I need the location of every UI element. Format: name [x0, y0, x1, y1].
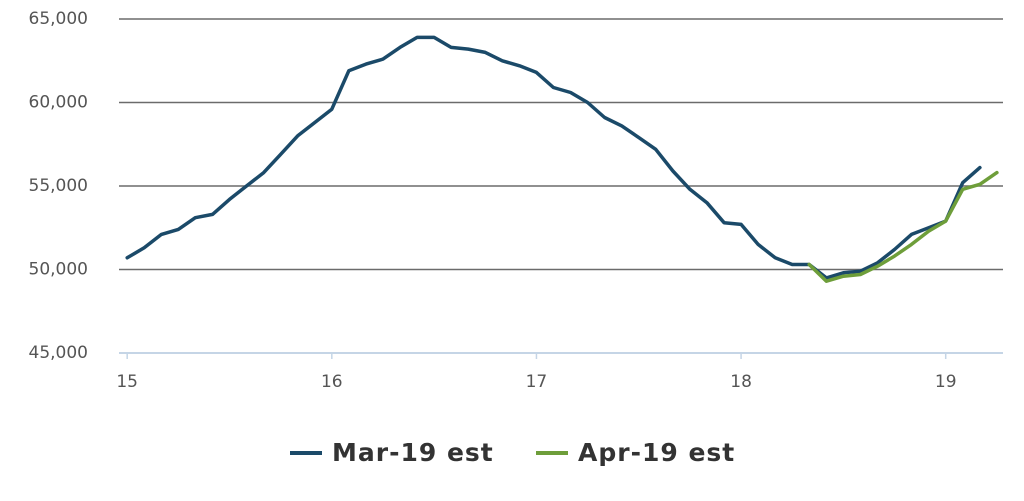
series-line [807, 170, 999, 283]
x-tick-label: 17 [526, 372, 548, 392]
y-tick-label: 60,000 [29, 93, 88, 113]
legend-label: Apr-19 est [578, 438, 735, 467]
y-tick-label: 55,000 [29, 176, 88, 196]
y-tick-label: 65,000 [29, 9, 88, 29]
y-tick-label: 45,000 [29, 343, 88, 363]
series-line [125, 35, 982, 280]
x-tick-label: 15 [116, 372, 138, 392]
x-tick-label: 16 [321, 372, 343, 392]
y-tick-label: 50,000 [29, 260, 88, 280]
legend-label: Mar-19 est [332, 438, 494, 467]
x-tick-label: 18 [730, 372, 752, 392]
x-tick-label: 19 [935, 372, 957, 392]
